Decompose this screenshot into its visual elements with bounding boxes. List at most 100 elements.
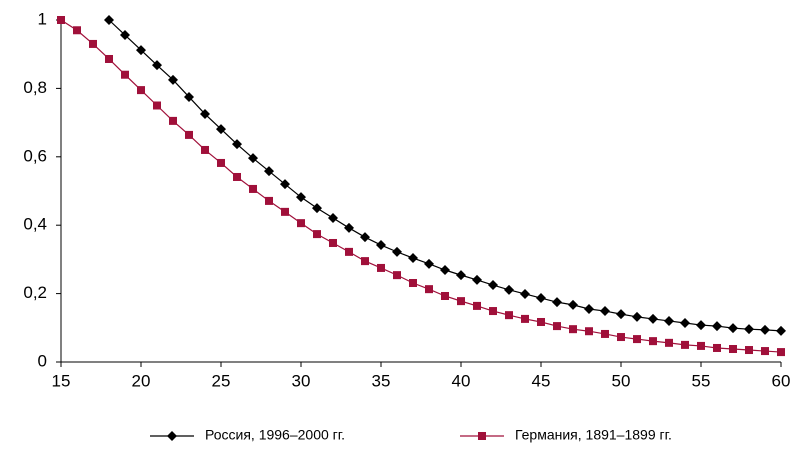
data-point	[728, 323, 738, 334]
data-point	[585, 327, 593, 336]
data-point	[760, 324, 770, 335]
data-point	[216, 124, 226, 135]
data-point	[616, 309, 626, 320]
data-point	[664, 315, 674, 326]
data-point	[409, 278, 417, 287]
data-point	[345, 247, 353, 256]
data-point	[584, 303, 594, 314]
data-point	[328, 213, 338, 224]
x-tick-label: 45	[532, 371, 551, 390]
data-point	[104, 15, 114, 25]
y-tick-label: 1	[38, 9, 47, 28]
data-point	[600, 306, 610, 317]
data-point	[360, 232, 370, 243]
data-point	[377, 263, 385, 272]
data-point	[329, 238, 337, 247]
data-point	[488, 280, 498, 291]
data-point	[521, 314, 529, 323]
data-point	[185, 130, 193, 139]
data-point	[472, 274, 482, 285]
data-point	[504, 284, 514, 295]
x-tick-label: 55	[692, 371, 711, 390]
data-point	[137, 86, 145, 95]
data-point	[312, 203, 322, 214]
data-point	[393, 271, 401, 280]
data-point	[313, 230, 321, 239]
data-point	[57, 16, 65, 24]
data-point	[376, 240, 386, 251]
data-point	[744, 324, 754, 335]
data-point	[568, 299, 578, 310]
data-point	[89, 39, 97, 48]
data-point	[408, 253, 418, 264]
data-point	[232, 139, 242, 150]
data-point	[745, 346, 753, 355]
data-point	[777, 348, 785, 357]
data-point	[201, 145, 209, 154]
data-point	[489, 307, 497, 316]
data-point	[473, 301, 481, 310]
data-point	[105, 54, 113, 63]
data-point	[264, 166, 274, 177]
x-tick-label: 25	[212, 371, 231, 390]
data-point	[729, 345, 737, 354]
data-point	[217, 158, 225, 167]
y-tick-label: 0,2	[23, 283, 47, 302]
data-point	[153, 101, 161, 110]
x-tick-label: 30	[292, 371, 311, 390]
x-tick-label: 50	[612, 371, 631, 390]
legend-marker	[167, 431, 177, 441]
data-point	[456, 270, 466, 281]
data-point	[713, 343, 721, 352]
data-point	[441, 291, 449, 300]
data-point	[120, 30, 130, 41]
data-point	[344, 222, 354, 233]
data-point	[505, 311, 513, 320]
data-point	[361, 257, 369, 266]
data-point	[200, 109, 210, 120]
data-point	[248, 153, 258, 164]
series-line	[108, 19, 782, 332]
data-point	[457, 297, 465, 306]
data-point	[280, 179, 290, 190]
data-point	[680, 318, 690, 329]
x-tick-label: 35	[372, 371, 391, 390]
series-line	[60, 19, 782, 353]
data-point	[712, 321, 722, 332]
x-tick-label: 15	[52, 371, 71, 390]
data-point	[121, 70, 129, 79]
data-point	[281, 207, 289, 216]
data-point	[425, 285, 433, 294]
data-point	[633, 335, 641, 344]
data-point	[648, 313, 658, 324]
y-tick-label: 0,6	[23, 146, 47, 165]
data-point	[424, 258, 434, 269]
y-tick-label: 0,4	[23, 215, 47, 234]
data-point	[169, 116, 177, 125]
data-point	[168, 74, 178, 85]
data-point	[536, 293, 546, 304]
data-point	[761, 347, 769, 356]
data-point	[233, 172, 241, 181]
data-point	[440, 265, 450, 276]
data-point	[681, 340, 689, 349]
data-point	[136, 45, 146, 56]
data-point	[649, 337, 657, 346]
data-point	[569, 325, 577, 334]
x-tick-label: 60	[772, 371, 791, 390]
data-point	[776, 325, 786, 336]
data-point	[265, 196, 273, 205]
x-tick-label: 40	[452, 371, 471, 390]
data-point	[601, 329, 609, 338]
data-point	[296, 192, 306, 203]
data-point	[665, 338, 673, 347]
data-point	[184, 91, 194, 102]
data-point	[537, 317, 545, 326]
data-point	[553, 322, 561, 331]
data-point	[696, 320, 706, 331]
data-point	[520, 288, 530, 299]
legend-label: Германия, 1891–1899 гг.	[515, 427, 672, 443]
data-point	[249, 184, 257, 193]
